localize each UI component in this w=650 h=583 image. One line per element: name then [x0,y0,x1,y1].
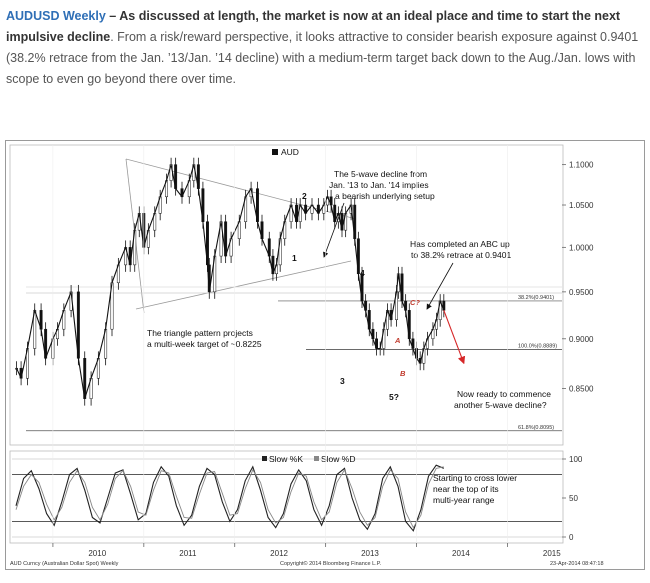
wave-label-c: C? [410,298,420,307]
article-intro: AUDUSD Weekly – As discussed at length, … [6,6,642,90]
price-y-tick-label: 0.8500 [569,384,594,393]
stochastic-legend-swatch [314,456,319,461]
level-label: 38.2%(0.9401) [518,295,554,301]
price-y-tick-label: 1.1000 [569,161,594,170]
level-label: 61.8%(0.8095) [518,425,554,431]
stochastic-y-axis: 100 50 0 [562,455,583,542]
annotation-decline-line-1: Now ready to commence [457,389,551,399]
price-y-tick-label: 1.0500 [569,201,594,210]
article-lead-bold: As discussed at length, the market is no… [6,9,621,44]
annotation-abc-pointer [426,262,454,310]
chart-frame: 1.1000 1.0500 1.0000 0.9500 0.9000 0.8500 38.… [5,140,645,570]
price-y-tick-label: 0.9000 [569,335,594,344]
stochastic-k-line [15,464,445,532]
wave-label-2: 2 [302,191,307,201]
footer-right: 23-Apr-2014 08:47:18 [550,561,604,567]
annotation-5-wave-line-3: a bearish underlying setup [335,191,435,201]
time-x-axis: 2010 2011 2012 2013 2014 2015 [52,145,561,558]
stochastic-y-tick-label: 100 [569,455,583,464]
price-y-tick-label: 1.0000 [569,243,594,252]
annotation-stochastic: Starting to cross lower near the top of … [433,473,517,505]
price-candles [15,157,446,406]
stochastic-y-tick-label: 50 [569,494,578,503]
annotation-stochastic-line-2: near the top of its [433,484,499,494]
annotation-abc: Has completed an ABC up to 38.2% retrace… [410,239,511,260]
legend-aud: AUD [281,147,299,157]
article-lead-link[interactable]: AUDUSD Weekly [6,9,106,23]
article-lead-dash: – [105,9,120,23]
stochastic-lines [15,464,445,532]
stochastic-y-tick-label: 0 [569,533,574,542]
annotation-5-wave-line-2: Jan. '13 to Jan. '14 implies [329,180,429,190]
legend-swatch-aud [272,149,278,155]
annotation-triangle-line-2: a multi-week target of ~0.8225 [147,339,262,349]
price-panel [9,144,564,446]
annotation-triangle-line-1: The triangle pattern projects [147,328,253,338]
wave-label-a: A [394,336,400,345]
wave-label-1: 1 [292,253,297,263]
stochastic-panel [9,450,564,544]
annotation-abc-line-2: to 38.2% retrace at 0.9401 [411,250,511,260]
x-tick-label: 2013 [361,549,379,558]
annotation-decline: Now ready to commence another 5-wave dec… [454,389,551,410]
stochastic-legend-label: Slow %K [269,454,303,464]
fibonacci-levels: 38.2%(0.9401) 100.0%(0.8889) 61.8%(0.8095) [26,295,562,432]
wave-label-4: 4 [360,268,365,278]
annotation-5-wave: The 5-wave decline from Jan. '13 to Jan.… [329,169,435,201]
audusd-weekly-chart: 1.1000 1.0500 1.0000 0.9500 0.9000 0.8500 38.… [9,144,604,567]
article-lead-rest: . From a risk/reward perspective, it loo… [6,30,639,86]
price-y-axis: 1.1000 1.0500 1.0000 0.9500 0.9000 0.8500 [562,161,594,393]
annotation-decline-line-2: another 5-wave decline? [454,400,547,410]
annotation-5-wave-pointer [323,202,345,258]
stochastic-d-line [15,466,444,529]
annotation-stochastic-line-1: Starting to cross lower [433,473,517,483]
x-tick-label: 2015 [543,549,561,558]
stochastic-legend-label: Slow %D [321,454,355,464]
stochastic-legend-swatch [262,456,267,461]
stochastic-grid [12,458,562,538]
x-tick-label: 2010 [88,549,106,558]
wave-label-5: 5? [389,392,399,402]
level-label: 100.0%(0.8889) [518,344,557,350]
annotation-abc-line-1: Has completed an ABC up [410,239,510,249]
triangle-lower-line [135,260,352,310]
x-tick-label: 2014 [452,549,470,558]
stochastic-legend: Slow %K Slow %D [262,454,355,464]
triangle-pattern [26,158,562,314]
footer-center: Copyright© 2014 Bloomberg Finance L.P. [280,560,382,567]
wave-label-b: B [400,369,406,378]
price-line [16,164,445,399]
price-y-tick-label: 0.9500 [569,288,594,297]
annotation-5-wave-line-1: The 5-wave decline from [334,169,427,179]
wave-label-3: 3 [340,376,345,386]
annotation-triangle: The triangle pattern projects a multi-we… [147,328,262,349]
projection-arrow [443,310,466,365]
footer-left: AUD Curncy (Australian Dollar Spot) Week… [10,561,119,567]
annotation-stochastic-line-3: multi-year range [433,495,495,505]
x-tick-label: 2011 [179,549,197,558]
x-tick-label: 2012 [270,549,288,558]
